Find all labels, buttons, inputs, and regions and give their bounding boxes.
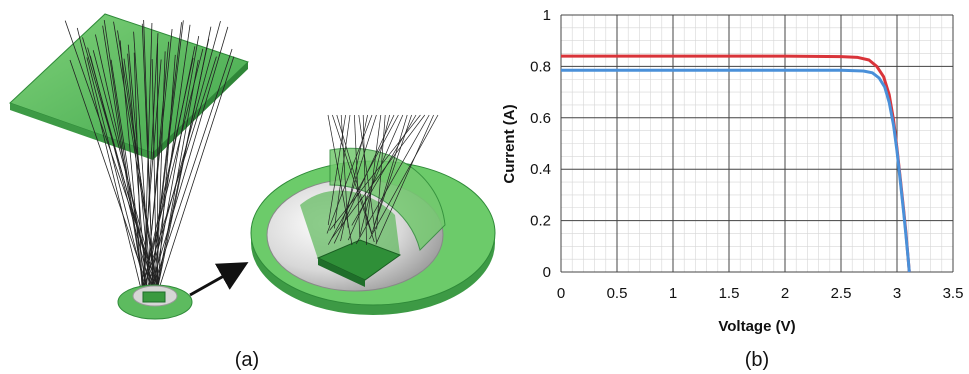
- light-ray: [133, 52, 143, 294]
- light-ray-zoomed: [326, 114, 373, 234]
- light-ray-zoomed: [351, 114, 417, 226]
- x-tick-label: 3.5: [943, 285, 964, 302]
- x-tick-label: 0.5: [607, 285, 628, 302]
- caption-b: (b): [745, 349, 769, 371]
- light-ray: [141, 48, 204, 290]
- light-ray: [145, 20, 221, 294]
- light-ray: [76, 27, 143, 295]
- light-ray: [157, 54, 176, 292]
- light-ray: [152, 36, 200, 293]
- light-ray: [143, 56, 217, 287]
- x-tick-label: 2: [781, 285, 789, 302]
- y-tick-label: 0.4: [530, 161, 551, 178]
- light-ray: [150, 26, 229, 289]
- light-ray-zoomed: [376, 114, 386, 230]
- light-ray-zoomed: [366, 114, 382, 226]
- x-axis-title: Voltage (V): [718, 318, 795, 335]
- light-ray: [141, 59, 162, 288]
- light-ray-zoomed: [347, 114, 404, 241]
- concentrator-plate-edge: [10, 103, 153, 160]
- solar-cell-zoomed: [316, 239, 402, 281]
- receiver-zoomed: [250, 114, 496, 315]
- light-ray: [133, 31, 151, 288]
- light-ray-zoomed: [327, 114, 346, 226]
- light-ray: [86, 57, 147, 292]
- y-tick-label: 0: [543, 264, 551, 281]
- light-ray: [152, 48, 233, 289]
- minor-gridlines: [560, 14, 954, 273]
- x-tick-label: 0: [557, 285, 565, 302]
- light-ray-zoomed: [334, 114, 351, 229]
- light-ray: [143, 46, 196, 294]
- y-tick-labels: 0 0.2 0.4 0.6 0.8 1: [530, 7, 551, 281]
- light-ray: [95, 34, 154, 294]
- y-tick-label: 0.2: [530, 213, 551, 230]
- y-tick-label: 1: [543, 7, 551, 24]
- series-line-1: [561, 54, 911, 273]
- light-ray: [157, 59, 199, 288]
- zoom-arrow: [189, 262, 249, 297]
- light-ray-zoomed: [375, 114, 434, 245]
- light-ray-zoomed: [358, 114, 378, 243]
- series-line-2: [561, 68, 911, 273]
- y-axis-title: Current (A): [501, 104, 518, 183]
- light-ray: [157, 56, 235, 294]
- light-ray: [69, 59, 151, 295]
- light-rays: [64, 20, 235, 295]
- x-tick-label: 1: [669, 285, 677, 302]
- light-ray: [127, 53, 147, 290]
- y-tick-label: 0.8: [530, 58, 551, 75]
- x-tick-label: 2.5: [831, 285, 852, 302]
- iv-chart: 0 0.5 1 1.5 2 2.5 3 3.5 0 0.2 0.4 0.6 0.8 1 Voltage …: [501, 7, 963, 335]
- light-ray: [103, 20, 145, 289]
- concentrator-plate: [9, 13, 249, 154]
- x-tick-label: 1.5: [719, 285, 740, 302]
- light-ray-zoomed: [355, 114, 430, 245]
- light-ray: [150, 20, 184, 291]
- light-ray: [145, 29, 173, 288]
- caption-a: (a): [235, 349, 259, 371]
- illustration-panel-a: [9, 13, 496, 320]
- light-ray: [156, 51, 166, 295]
- major-gridlines: [560, 14, 954, 273]
- light-ray-zoomed: [327, 114, 399, 245]
- light-ray-zoomed: [369, 114, 439, 240]
- x-tick-label: 3: [893, 285, 901, 302]
- light-ray-zoomed: [331, 114, 426, 239]
- solar-cell-small: [142, 291, 166, 303]
- light-ray: [119, 40, 143, 287]
- series-layer: [561, 54, 911, 273]
- light-ray-zoomed: [329, 114, 421, 231]
- x-tick-labels: 0 0.5 1 1.5 2 2.5 3 3.5: [557, 285, 964, 302]
- light-ray: [143, 33, 159, 287]
- y-tick-label: 0.6: [530, 110, 551, 127]
- light-ray-zoomed: [372, 114, 408, 233]
